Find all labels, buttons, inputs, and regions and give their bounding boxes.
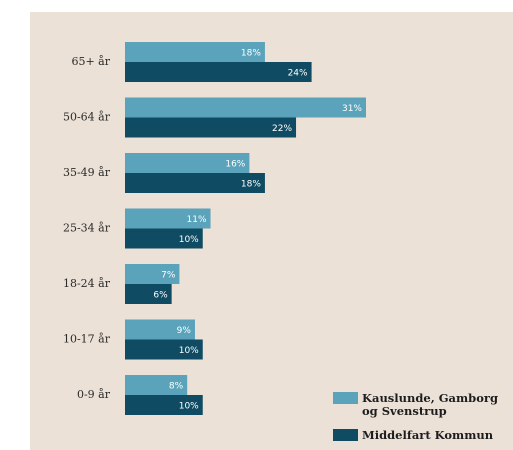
data-label: 18% — [241, 180, 261, 190]
data-label: 16% — [225, 160, 245, 170]
category-label: 35-49 år — [63, 166, 111, 179]
bar-local — [125, 375, 188, 395]
data-label: 8% — [169, 382, 184, 392]
category-label: 10-17 år — [63, 333, 111, 346]
bar-local — [125, 42, 265, 62]
data-label: 10% — [179, 402, 199, 412]
data-label: 6% — [153, 291, 168, 301]
category-label: 0-9 år — [77, 388, 111, 401]
bar-local — [125, 319, 195, 340]
data-label: 24% — [288, 69, 308, 79]
category-label: 18-24 år — [63, 277, 111, 290]
category-label: 50-64 år — [63, 111, 111, 124]
data-label: 22% — [272, 124, 292, 134]
data-label: 9% — [177, 326, 192, 336]
bar-municipality — [125, 62, 312, 82]
data-label: 11% — [187, 215, 207, 225]
data-label: 31% — [342, 104, 362, 114]
legend-swatch — [333, 392, 358, 404]
bar-local — [125, 97, 366, 118]
bar-municipality — [125, 117, 297, 138]
legend-label: Kauslunde, Gamborg — [362, 391, 498, 405]
chart-background — [30, 12, 513, 450]
bar-local — [125, 153, 250, 173]
bar-local — [125, 208, 211, 229]
category-label: 65+ år — [71, 55, 110, 68]
legend-label: Middelfart Kommun — [362, 428, 494, 442]
legend-label: og Svenstrup — [362, 404, 447, 418]
data-label: 10% — [179, 235, 199, 245]
category-label: 25-34 år — [63, 222, 111, 235]
data-label: 7% — [161, 271, 176, 281]
data-label: 10% — [179, 346, 199, 356]
legend-swatch — [333, 429, 358, 441]
bar-municipality — [125, 395, 203, 415]
bar-local — [125, 264, 180, 284]
bar-municipality — [125, 173, 265, 193]
data-label: 18% — [241, 49, 261, 59]
bar-municipality — [125, 284, 172, 304]
bar-municipality — [125, 228, 203, 249]
bar-municipality — [125, 339, 203, 360]
